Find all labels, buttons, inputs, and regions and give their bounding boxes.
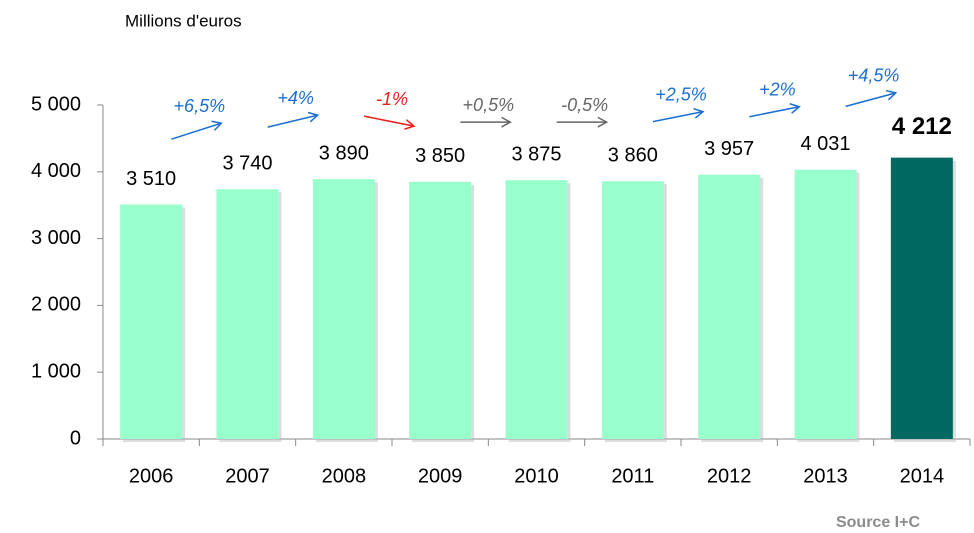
bar [120,204,183,439]
value-label: 3 740 [222,152,272,174]
source: Source I+C [836,514,920,531]
growth-arrow-head [597,116,609,128]
x-tick-label: 2014 [900,465,945,487]
bar [312,179,375,439]
growth-arrow [267,114,318,128]
growth-arrow-head [789,103,801,114]
bar [794,169,857,440]
growth-label: +6,5% [174,96,226,116]
x-tick-label: 2013 [803,465,848,487]
growth-arrow-head [501,116,512,128]
value-label: 4 212 [892,113,952,140]
bar [505,180,568,439]
x-tick-label: 2011 [611,465,654,487]
growth-arrow [652,110,704,123]
growth-arrow-head [307,111,320,123]
y-tick-label: 3 000 [31,227,81,249]
y-tick-label: 4 000 [31,160,81,182]
y-tick-label: 5 000 [31,93,81,115]
growth-label: +0,5% [463,95,515,115]
growth-arrow [363,115,415,127]
bar [890,157,953,439]
growth-arrow-head [885,89,898,101]
bar [698,174,761,439]
growth-label: -0,5% [561,95,608,115]
growth-arrow [171,122,222,140]
value-label: 4 031 [800,133,850,155]
growth-label: +4% [277,88,314,108]
x-tick-label: 2008 [322,465,367,487]
growth-label: -1% [376,89,408,109]
value-label: 3 510 [126,168,176,190]
value-label: 3 850 [415,145,465,167]
growth-label: +2,5% [655,84,707,104]
growth-arrow-head [211,120,223,131]
bar [409,181,472,439]
bar [216,189,279,439]
growth-label: +4,5% [848,66,900,86]
chart-title: Millions d'euros [125,11,242,30]
value-label: 3 875 [511,143,561,165]
bar [601,181,664,440]
x-tick-label: 2012 [707,465,752,487]
y-tick-label: 1 000 [31,360,81,382]
value-label: 3 957 [704,138,754,160]
growth-arrow-head [693,107,705,119]
x-tick-label: 2009 [418,465,463,487]
growth-arrow [845,92,896,108]
y-tick-label: 2 000 [31,294,81,316]
value-label: 3 890 [319,142,369,164]
growth-label: +2% [759,79,796,99]
y-tick-label: 0 [70,427,81,449]
x-tick-label: 2006 [129,465,174,487]
growth-arrow-head [404,119,416,130]
growth-arrow [749,105,800,118]
x-tick-label: 2010 [514,465,559,487]
x-tick-label: 2007 [225,465,270,487]
value-label: 3 860 [608,144,658,166]
